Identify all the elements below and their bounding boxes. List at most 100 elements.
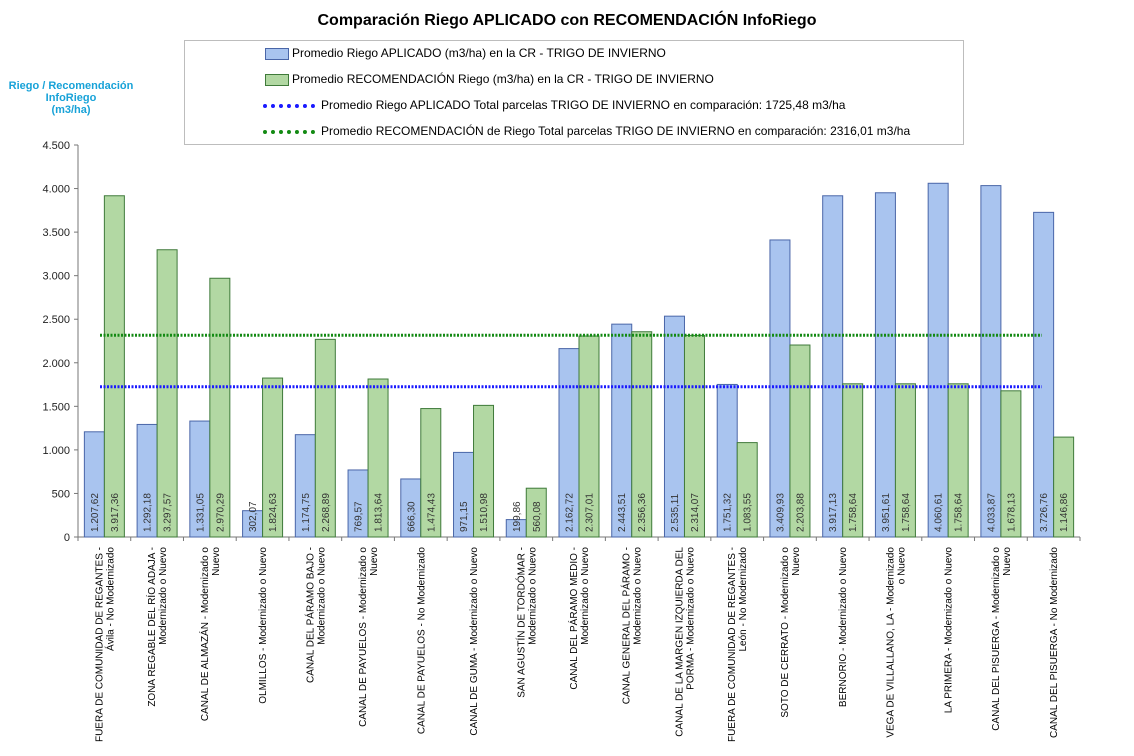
category-label: Nuevo xyxy=(791,547,802,576)
y-tick-label: 2.000 xyxy=(42,358,70,370)
category-label: OLMILLOS - Modernizado o Nuevo xyxy=(258,547,269,704)
y-tick-label: 0 xyxy=(64,532,70,544)
y-axis-title-line-1: Riego / Recomendación xyxy=(8,80,134,92)
data-label-recomendacion: 1.146,86 xyxy=(1059,493,1070,532)
data-label-recomendacion: 3.917,36 xyxy=(110,493,121,532)
category-label: CANAL DE LA MARGEN IZQUIERDA DEL xyxy=(674,547,685,737)
category-label: CANAL DE GUMA - Modernizado o Nuevo xyxy=(469,547,480,736)
category-label: Modernizado o Nuevo xyxy=(527,547,538,645)
bar-aplicado xyxy=(822,195,844,538)
legend-line-avg-recomendacion xyxy=(263,129,315,134)
legend-label-recomendacion: Promedio RECOMENDACIÓN Riego (m3/ha) en … xyxy=(292,72,714,86)
legend: Promedio Riego APLICADO (m3/ha) en la CR… xyxy=(184,40,964,145)
category-label: LA PRIMERA - Modernizado o Nuevo xyxy=(944,547,955,714)
category-label: PORMA - Modernizado o Nuevo xyxy=(685,547,696,690)
bar-recomendacion xyxy=(156,249,178,538)
category-label: CANAL GENERAL DEL PÁRAMO - xyxy=(620,547,633,704)
bar-recomendacion xyxy=(947,383,969,538)
bar-aplicado xyxy=(980,185,1002,538)
legend-line-avg-aplicado xyxy=(263,103,315,108)
data-label-aplicado: 1.207,62 xyxy=(90,493,101,532)
category-label: CANAL DEL PISUERGA - Modernizado o xyxy=(991,547,1002,731)
y-tick-label: 2.500 xyxy=(42,314,70,326)
data-label-recomendacion: 2.314,07 xyxy=(690,493,701,532)
data-label-recomendacion: 3.297,57 xyxy=(163,493,174,532)
data-label-recomendacion: 1.510,98 xyxy=(479,493,490,532)
legend-item-aplicado: Promedio Riego APLICADO (m3/ha) en la CR… xyxy=(185,45,666,61)
data-label-aplicado: 3.726,76 xyxy=(1039,493,1050,532)
legend-item-avg-recomendacion: Promedio RECOMENDACIÓN de Riego Total pa… xyxy=(185,123,910,139)
data-label-recomendacion: 1.474,43 xyxy=(426,493,437,532)
data-label-aplicado: 769,57 xyxy=(354,501,365,532)
category-label: VEGA DE VILLALLANO, LA - Modernizado xyxy=(885,547,896,738)
category-label: Nuevo xyxy=(1002,547,1013,576)
bar-recomendacion xyxy=(1053,436,1075,538)
y-axis-title-line-3: (m3/ha) xyxy=(51,104,91,116)
legend-item-recomendacion: Promedio RECOMENDACIÓN Riego (m3/ha) en … xyxy=(185,71,714,87)
category-label: CANAL DE ALMAZÁN - Modernizado o xyxy=(198,547,211,722)
category-label: CANAL DE PAYUELOS - Modernizado o xyxy=(358,547,369,727)
data-label-recomendacion: 2.307,01 xyxy=(585,493,596,532)
category-label: Ávila - No Modernizado xyxy=(103,547,116,651)
data-label-aplicado: 1.751,32 xyxy=(723,493,734,532)
category-label: ZONA REGABLE DEL RÍO ADAJA - xyxy=(145,547,158,707)
data-label-aplicado: 2.535,11 xyxy=(670,493,681,532)
category-label: Modernizado o Nuevo xyxy=(580,547,591,645)
data-label-recomendacion: 2.970,29 xyxy=(215,493,226,532)
y-tick-label: 1.500 xyxy=(42,401,70,413)
category-label: Modernizado o Nuevo xyxy=(158,547,169,645)
data-label-recomendacion: 560,08 xyxy=(532,501,543,532)
bar-recomendacion xyxy=(894,383,916,538)
bar-recomendacion xyxy=(314,338,336,538)
y-tick-label: 500 xyxy=(52,488,70,500)
category-label: BERNORIO - Modernizado o Nuevo xyxy=(838,547,849,708)
legend-label-avg-recomendacion: Promedio RECOMENDACIÓN de Riego Total pa… xyxy=(321,124,911,138)
data-label-aplicado: 1.331,05 xyxy=(195,493,206,532)
y-tick-label: 3.500 xyxy=(42,227,70,239)
bar-recomendacion xyxy=(262,377,284,538)
data-label-recomendacion: 2.268,89 xyxy=(321,493,332,532)
data-label-aplicado: 199,86 xyxy=(512,501,523,532)
data-label-aplicado: 2.162,72 xyxy=(565,493,576,532)
category-label: FUERA DE COMUNIDAD DE REGANTES - xyxy=(727,547,738,742)
category-label: CANAL DE PAYUELOS - No Modernizado xyxy=(416,547,427,735)
y-tick-label: 1.000 xyxy=(42,445,70,457)
data-label-aplicado: 4.033,87 xyxy=(986,493,997,532)
category-label: Nuevo xyxy=(211,547,222,576)
data-label-aplicado: 1.292,18 xyxy=(143,493,154,532)
data-label-aplicado: 2.443,51 xyxy=(617,493,628,532)
data-label-recomendacion: 1.678,13 xyxy=(1006,493,1017,532)
data-label-recomendacion: 2.356,36 xyxy=(637,493,648,532)
data-label-recomendacion: 1.083,55 xyxy=(743,493,754,532)
data-label-aplicado: 666,30 xyxy=(406,501,417,532)
data-label-recomendacion: 1.758,64 xyxy=(901,493,912,532)
bar-recomendacion xyxy=(209,277,231,538)
data-label-aplicado: 3.409,93 xyxy=(775,493,786,532)
category-label: León - No Modernizado xyxy=(738,547,749,652)
category-label: Modernizado o Nuevo xyxy=(633,547,644,645)
data-label-aplicado: 1.174,75 xyxy=(301,493,312,532)
category-label: SAN AGUSTÍN DE TORDÓMAR - xyxy=(514,547,527,698)
bar-recomendacion xyxy=(367,378,389,538)
bar-recomendacion xyxy=(1000,390,1022,538)
y-tick-label: 4.500 xyxy=(42,140,70,152)
bar-recomendacion xyxy=(789,344,811,538)
category-label: o Nuevo xyxy=(896,547,907,585)
legend-item-avg-aplicado: Promedio Riego APLICADO Total parcelas T… xyxy=(185,97,845,113)
data-label-aplicado: 3.951,61 xyxy=(881,493,892,532)
legend-swatch-aplicado xyxy=(265,47,289,60)
category-label: Modernizado o Nuevo xyxy=(316,547,327,645)
legend-swatch-recomendacion xyxy=(265,73,289,86)
data-label-aplicado: 971,15 xyxy=(459,501,470,532)
data-label-aplicado: 302,07 xyxy=(248,501,259,532)
bar-recomendacion xyxy=(631,331,653,538)
data-label-recomendacion: 1.813,64 xyxy=(374,493,385,532)
data-label-aplicado: 4.060,61 xyxy=(934,493,945,532)
category-label: CANAL DEL PÁRAMO BAJO - xyxy=(303,547,316,683)
category-label: CANAL DEL PÁRAMO MEDIO - xyxy=(567,547,580,690)
category-label: FUERA DE COMUNIDAD DE REGANTES - xyxy=(94,547,105,742)
bar-recomendacion xyxy=(736,442,758,538)
bar-recomendacion xyxy=(525,487,547,538)
data-label-recomendacion: 2.203,88 xyxy=(795,493,806,532)
